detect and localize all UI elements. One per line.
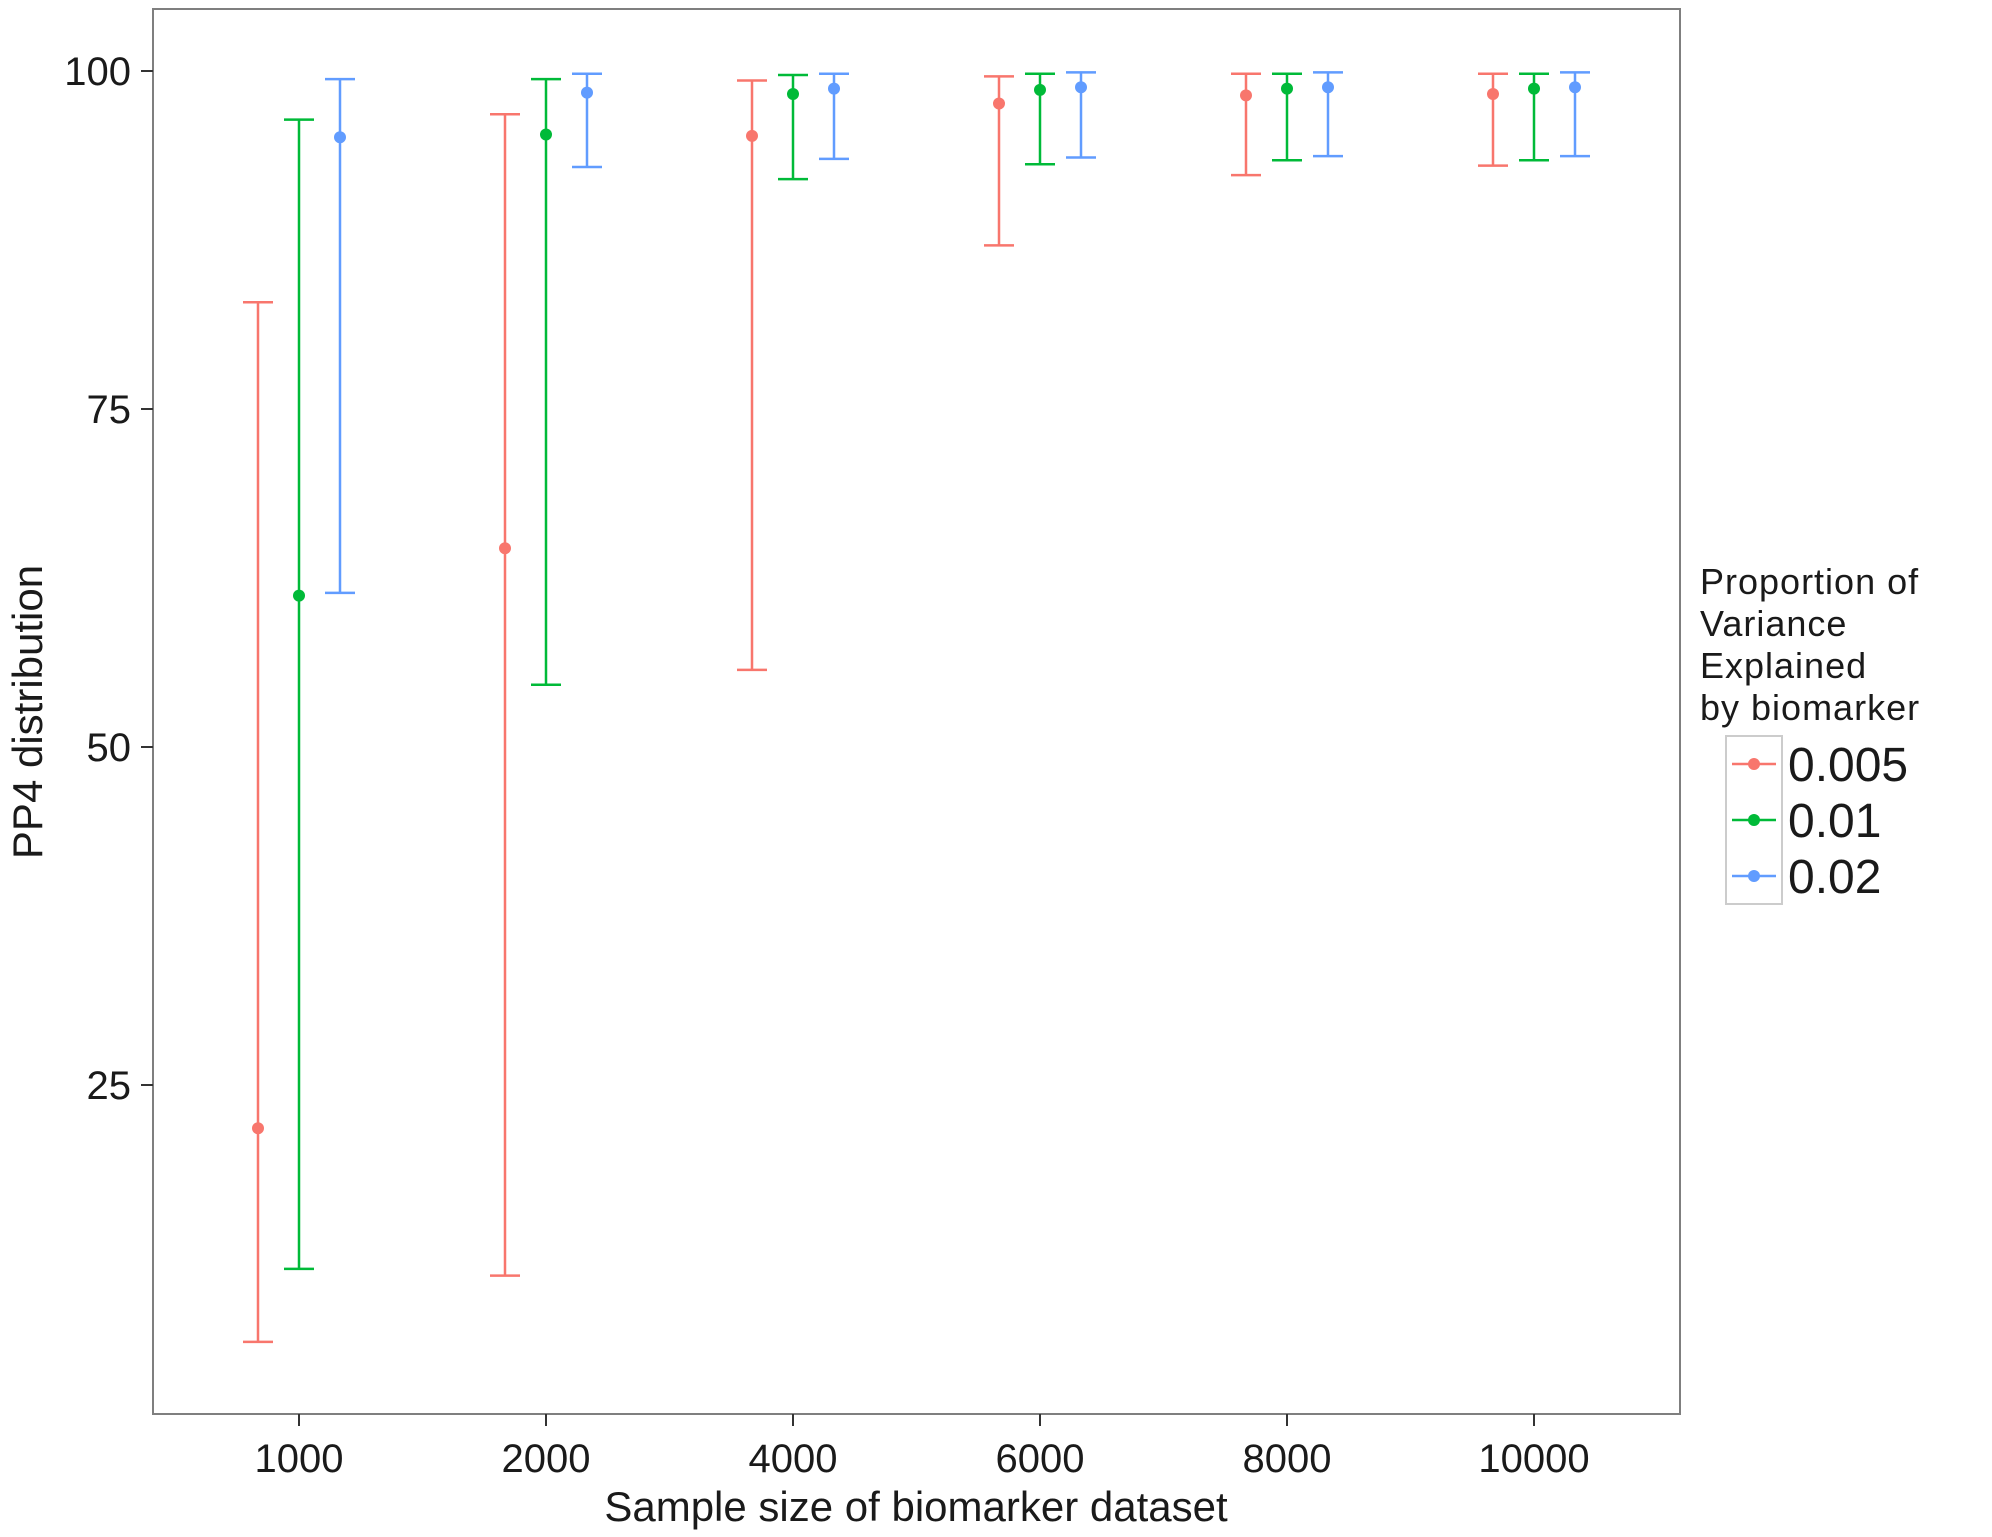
data-point xyxy=(1569,81,1581,94)
legend-item-0.01: 0.01 xyxy=(1732,795,1881,848)
x-tick-label: 10000 xyxy=(1478,1437,1589,1481)
legend-label: 0.005 xyxy=(1788,739,1908,792)
data-point xyxy=(252,1122,264,1135)
error-bar-0.01-2000 xyxy=(531,77,561,687)
error-bar-0.005-8000 xyxy=(1231,72,1261,177)
legend-key-point xyxy=(1748,870,1760,882)
x-tick-label: 4000 xyxy=(749,1437,838,1481)
legend-title-line-1: Proportion of xyxy=(1700,561,1919,602)
data-point xyxy=(499,542,511,555)
data-point xyxy=(1240,89,1252,102)
y-tick-label: 50 xyxy=(87,726,132,770)
legend-key-point xyxy=(1748,814,1760,826)
legend-label: 0.02 xyxy=(1788,851,1881,904)
error-bars xyxy=(243,71,1590,1344)
plot-panel xyxy=(152,8,1681,1415)
x-tick-label: 2000 xyxy=(502,1437,591,1481)
legend-title-line-3: Explained xyxy=(1700,645,1867,686)
legend-item-0.005: 0.005 xyxy=(1732,739,1908,792)
y-tick-label: 75 xyxy=(87,388,132,432)
data-point xyxy=(828,82,840,95)
y-tick-label: 100 xyxy=(64,50,131,94)
data-point xyxy=(1322,81,1334,94)
error-bar-0.02-10000 xyxy=(1560,71,1590,158)
error-bar-0.005-6000 xyxy=(984,75,1014,247)
error-bar-0.005-4000 xyxy=(737,79,767,672)
data-point xyxy=(1281,82,1293,95)
data-point xyxy=(1034,83,1046,96)
legend-key-point xyxy=(1748,758,1760,770)
data-point xyxy=(540,128,552,141)
data-point xyxy=(746,129,758,142)
legend-item-0.02: 0.02 xyxy=(1732,851,1881,904)
error-bar-0.01-10000 xyxy=(1519,72,1549,162)
data-point xyxy=(787,87,799,100)
y-tick-label: 25 xyxy=(87,1064,132,1108)
x-tick-label: 1000 xyxy=(255,1437,344,1481)
error-bar-0.02-1000 xyxy=(325,77,355,595)
legend: Proportion of Variance Explained by biom… xyxy=(1700,561,1920,905)
x-tick-label: 6000 xyxy=(996,1437,1085,1481)
error-bar-0.005-1000 xyxy=(243,300,273,1344)
error-bar-0.02-8000 xyxy=(1313,71,1343,158)
legend-title-line-2: Variance xyxy=(1700,603,1847,644)
data-point xyxy=(1487,87,1499,100)
error-bar-0.005-10000 xyxy=(1478,72,1508,167)
data-point xyxy=(581,86,593,99)
y-axis-title: PP4 distribution xyxy=(4,565,51,859)
legend-label: 0.01 xyxy=(1788,795,1881,848)
y-axis: 25 50 75 100 xyxy=(64,50,153,1108)
error-bar-0.02-2000 xyxy=(572,72,602,169)
error-bar-0.02-6000 xyxy=(1066,71,1096,159)
error-bar-0.02-4000 xyxy=(819,72,849,161)
error-bar-0.005-2000 xyxy=(490,113,520,1277)
error-bar-0.01-1000 xyxy=(284,118,314,1271)
data-point xyxy=(293,589,305,602)
x-axis: 1000 2000 4000 6000 8000 10000 xyxy=(255,1414,1590,1481)
x-tick-label: 8000 xyxy=(1243,1437,1332,1481)
error-bar-0.01-6000 xyxy=(1025,72,1055,166)
legend-title-line-4: by biomarker xyxy=(1700,687,1920,728)
data-point xyxy=(993,97,1005,110)
error-bar-0.01-4000 xyxy=(778,73,808,181)
data-point xyxy=(1075,81,1087,94)
data-point xyxy=(1528,82,1540,95)
error-bar-0.01-8000 xyxy=(1272,72,1302,162)
data-point xyxy=(334,131,346,144)
x-axis-title: Sample size of biomarker dataset xyxy=(604,1483,1228,1530)
